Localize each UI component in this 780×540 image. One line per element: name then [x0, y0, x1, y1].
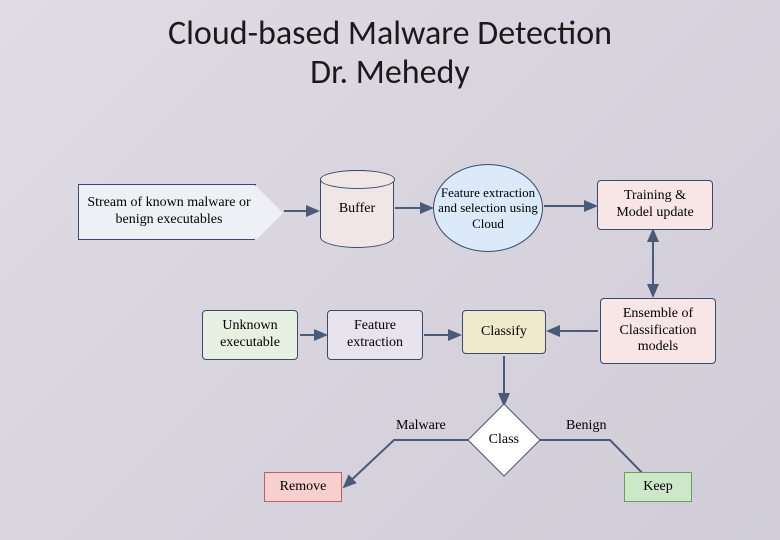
node-feat_cloud: Feature extraction and selection using C… — [433, 164, 543, 252]
node-training: Training & Model update — [597, 180, 713, 230]
node-buffer: Buffer — [320, 170, 394, 248]
node-keep: Keep — [624, 472, 692, 502]
benign-label: Benign — [566, 418, 606, 434]
node-stream: Stream of known malware or benign execut… — [78, 184, 256, 240]
title-line2: Dr. Mehedy — [0, 53, 780, 92]
node-remove: Remove — [264, 472, 342, 502]
node-ensemble: Ensemble of Classification models — [600, 298, 716, 364]
malware-label: Malware — [396, 418, 446, 434]
title-line1: Cloud-based Malware Detection — [0, 14, 780, 53]
node-unknown: Unknown executable — [202, 310, 298, 360]
node-classify: Classify — [462, 310, 546, 354]
node-feat_ext: Feature extraction — [327, 310, 423, 360]
page-title: Cloud-based Malware Detection Dr. Mehedy — [0, 0, 780, 92]
